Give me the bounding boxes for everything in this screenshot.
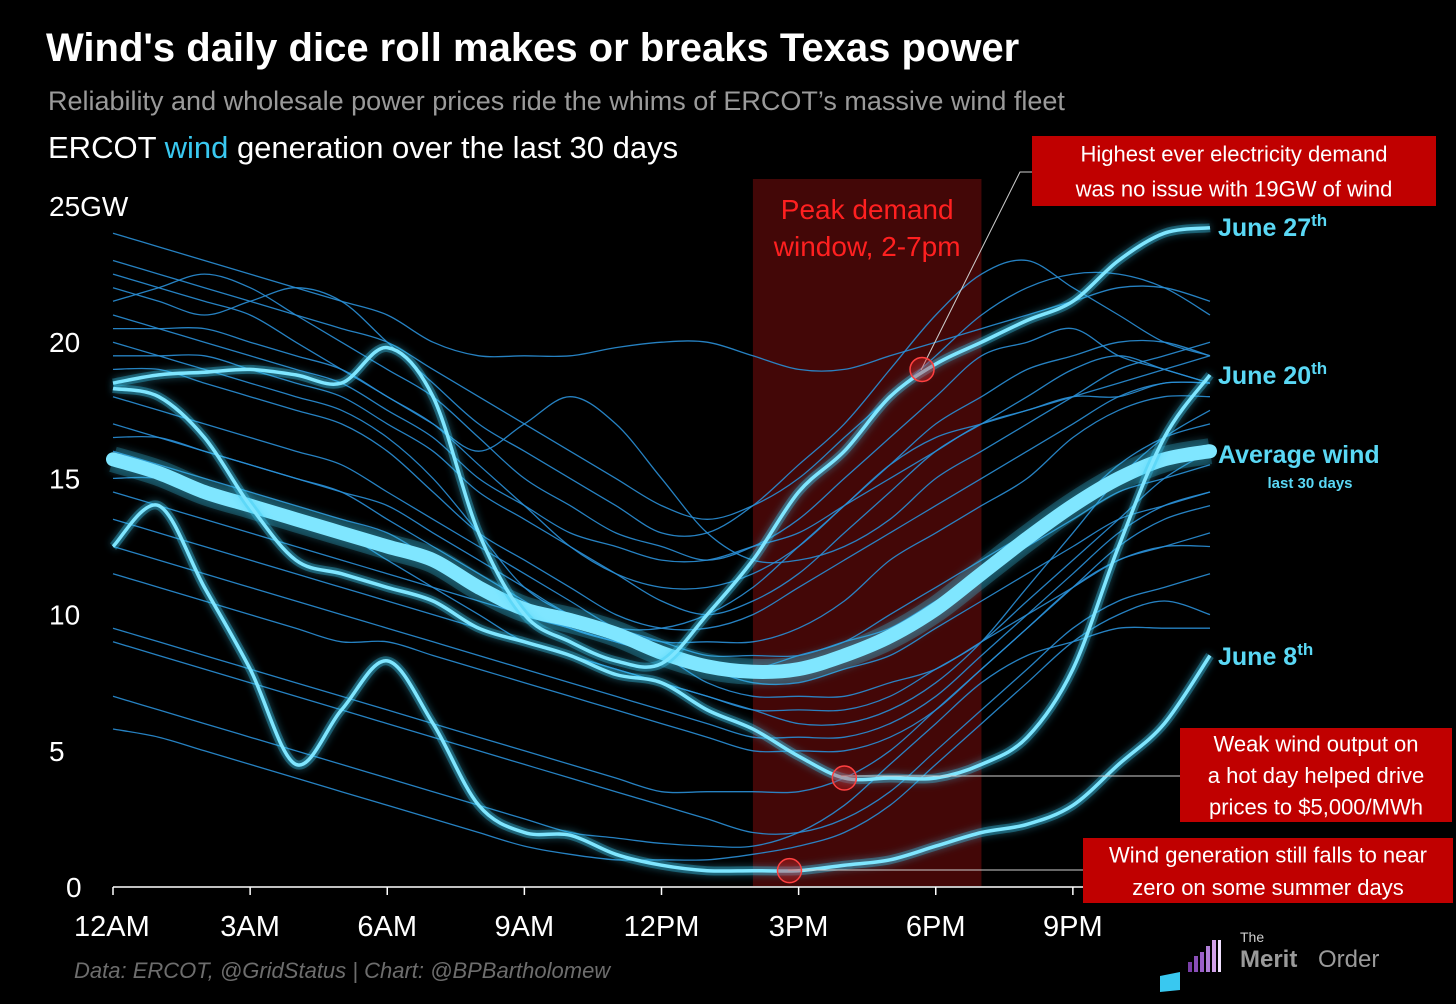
annotation-3: Wind generation still falls to near zero … <box>776 838 1453 903</box>
logo-merit: Merit <box>1240 946 1298 973</box>
chart-heading: ERCOT wind generation over the last 30 d… <box>48 130 678 166</box>
y-tick-label: 25GW <box>49 191 129 222</box>
annotation-text: prices to $5,000/MWh <box>1209 794 1423 819</box>
day-line-23 <box>112 450 1211 712</box>
day-line-5 <box>113 326 1211 590</box>
day-line-21 <box>112 273 1211 564</box>
average-line <box>106 444 1217 679</box>
y-tick-label: 5 <box>49 736 65 767</box>
day-line-6 <box>112 354 1211 616</box>
x-tick-label: 9AM <box>495 911 555 943</box>
annotation-box <box>1180 728 1452 822</box>
day-line-20 <box>112 314 1211 563</box>
annotation-text: was no issue with 19GW of wind <box>1075 177 1393 202</box>
x-tick-label: 12PM <box>624 911 700 943</box>
annotation-2: Weak wind output on a hot day helped driv… <box>831 728 1452 822</box>
annotation-marker <box>831 765 858 791</box>
day-line-15 <box>112 504 1211 794</box>
annotation-1: Highest ever electricity demand was no is… <box>909 136 1436 383</box>
highlighted-lines <box>106 223 1217 876</box>
annotation-text: Highest ever electricity demand <box>1081 142 1388 167</box>
logo-the: The <box>1240 929 1265 945</box>
x-tick-label: 9PM <box>1043 911 1103 943</box>
logo-order: Order <box>1318 946 1380 973</box>
annotation-text: Weak wind output on <box>1213 732 1418 757</box>
average-label: Average wind <box>1218 441 1380 469</box>
x-tick-label: 12AM <box>74 911 150 943</box>
day-line-4 <box>112 273 1211 561</box>
series-label: June 27th <box>1218 211 1327 242</box>
day-line-2 <box>112 259 1211 520</box>
day-line-3 <box>112 259 1211 537</box>
heading-highlight: wind <box>164 130 229 165</box>
annotation-marker <box>909 356 935 383</box>
heading-before: ERCOT <box>48 130 165 165</box>
highlight-line-glow-2 <box>112 372 1214 785</box>
x-tick-label: 6AM <box>357 911 417 943</box>
series-label: June 20th <box>1218 359 1327 390</box>
average-line-glow <box>109 438 1213 685</box>
highlight-line-3 <box>111 503 1212 873</box>
heading-after: generation over the last 30 days <box>228 130 679 165</box>
source-note: Data: ERCOT, @GridStatus | Chart: @BPBar… <box>74 958 611 983</box>
x-tick-label: 6PM <box>906 911 966 943</box>
series-labels: June 27th June 20th June 8th Average wind la… <box>1218 211 1380 671</box>
x-tick-label: 3PM <box>769 911 829 943</box>
annotation-text: Wind generation still falls to near <box>1109 842 1427 867</box>
day-line-17 <box>112 600 1211 861</box>
day-line-16 <box>112 573 1211 835</box>
annotation-box <box>1083 838 1453 903</box>
annotation-leader <box>920 171 1032 371</box>
chart-title: Wind's daily dice roll makes or breaks T… <box>46 26 1020 70</box>
peak-window-label-line: Peak demand <box>781 194 954 225</box>
y-tick-label: 15 <box>49 463 80 494</box>
series-label: June 8th <box>1218 640 1313 671</box>
other-days-lines <box>112 232 1211 861</box>
highlight-line-1 <box>112 226 1211 669</box>
y-tick-label: 0 <box>66 872 82 903</box>
chart-subtitle: Reliability and wholesale power prices r… <box>48 86 1065 116</box>
average-sublabel: last 30 days <box>1267 475 1352 492</box>
annotation-text: a hot day helped drive <box>1208 763 1425 788</box>
annotation-box <box>1032 136 1436 206</box>
annotation-text: zero on some summer days <box>1132 875 1403 900</box>
day-line-7 <box>112 367 1211 631</box>
peak-window-label-line: window, 2-7pm <box>773 231 961 262</box>
peak-demand-window <box>752 179 982 886</box>
merit-order-logo-icon <box>1160 940 1221 992</box>
y-axis: 0 5 10 15 20 25GW <box>49 191 129 903</box>
day-line-18 <box>112 626 1210 848</box>
annotations: Highest ever electricity demand was no is… <box>776 136 1453 903</box>
merit-order-logo: The Merit Order <box>1158 929 1418 996</box>
x-axis: 12AM 3AM 6AM 9AM 12PM 3PM 6PM 9PM <box>74 886 1204 943</box>
y-tick-label: 10 <box>49 600 80 631</box>
annotation-marker <box>776 857 803 884</box>
y-tick-label: 20 <box>49 327 80 358</box>
peak-window-label: Peak demand window, 2-7pm <box>773 194 961 262</box>
x-tick-label: 3AM <box>220 911 280 943</box>
day-line-13 <box>112 491 1211 739</box>
highlight-line-2 <box>112 373 1212 782</box>
